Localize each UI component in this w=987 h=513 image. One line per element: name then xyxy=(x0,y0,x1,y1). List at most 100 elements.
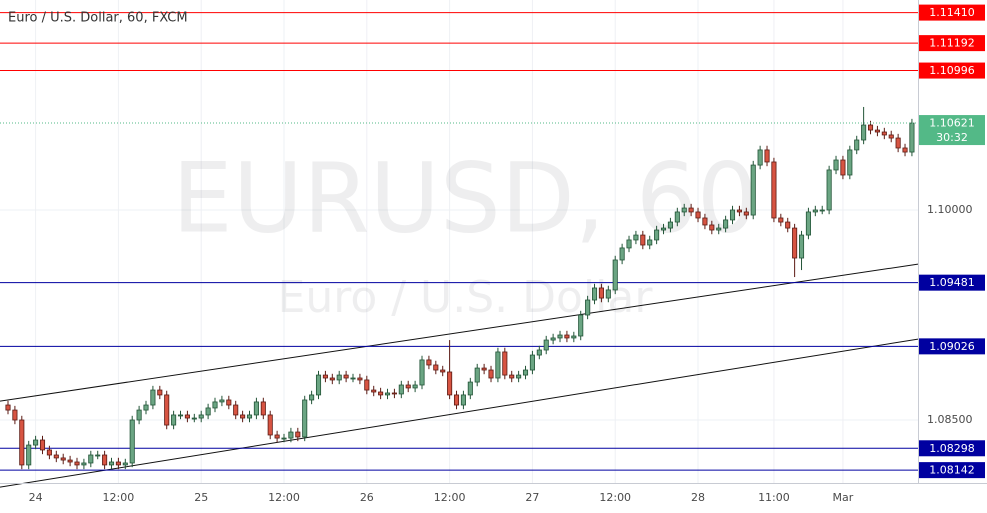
candle-body xyxy=(812,209,818,213)
candle-body xyxy=(288,431,294,439)
candle-body xyxy=(647,239,653,246)
candle-body xyxy=(819,209,825,212)
candle-body xyxy=(343,374,349,379)
candle-body xyxy=(157,389,163,396)
candle-body xyxy=(391,392,397,395)
chart-title: Euro / U.S. Dollar, 60, FXCM xyxy=(8,11,188,26)
candle-body xyxy=(798,234,805,259)
level-label: 1.10996 xyxy=(929,64,975,77)
last-price-box xyxy=(919,115,985,146)
x-tick-label: Mar xyxy=(833,491,854,504)
candle-body xyxy=(736,209,742,213)
candle-body xyxy=(495,351,501,379)
candle-body xyxy=(453,394,460,406)
candle-body xyxy=(253,401,259,416)
level-label: 1.08298 xyxy=(929,442,975,455)
candle-body xyxy=(260,401,266,416)
candle-body xyxy=(302,399,308,438)
x-tick-label: 24 xyxy=(29,491,43,504)
candle-body xyxy=(474,367,480,383)
candle-body xyxy=(219,399,225,403)
candle-body xyxy=(626,239,632,249)
candle-body xyxy=(364,379,370,391)
candle-body xyxy=(129,419,135,464)
level-label: 1.11192 xyxy=(929,37,975,50)
y-tick-label: 1.08500 xyxy=(927,413,973,426)
x-tick-label: 28 xyxy=(691,491,705,504)
candle-body xyxy=(909,122,915,153)
candle-body xyxy=(150,389,156,406)
candle-body xyxy=(198,414,204,419)
candle-body xyxy=(336,374,342,381)
last-price-label: 1.10621 xyxy=(929,117,975,130)
watermark: EURUSD, 60 xyxy=(172,142,758,254)
candle-body xyxy=(516,374,522,379)
candle-body xyxy=(184,414,190,419)
candle-body xyxy=(723,219,729,229)
x-tick-label: 12:00 xyxy=(268,491,300,504)
candle-body xyxy=(509,374,515,379)
candle-body xyxy=(433,364,439,371)
candle-body xyxy=(881,131,887,136)
level-label: 1.08142 xyxy=(929,464,975,477)
level-label-box xyxy=(919,440,985,457)
candle-body xyxy=(757,149,763,166)
candle-body xyxy=(460,394,466,406)
candle-body xyxy=(12,409,18,421)
candle-body xyxy=(240,414,246,419)
candle-body xyxy=(246,414,253,419)
candle-body xyxy=(902,147,908,153)
candle-body xyxy=(53,454,59,459)
candle-body xyxy=(550,337,556,341)
candle-body xyxy=(371,389,377,393)
trendline xyxy=(0,263,919,402)
candle-body xyxy=(350,377,356,380)
candle-body xyxy=(578,314,584,337)
x-tick-label: 25 xyxy=(194,491,208,504)
candle-body xyxy=(778,217,784,223)
level-label-box xyxy=(919,338,985,355)
candle-body xyxy=(46,449,52,456)
candle-body xyxy=(295,431,301,438)
candle-body xyxy=(488,369,494,379)
candle-body xyxy=(122,462,128,466)
watermark-subtitle: Euro / U.S. Dollar xyxy=(278,272,654,323)
candle-body xyxy=(874,129,880,133)
candle-body xyxy=(115,461,121,466)
candle-body xyxy=(205,407,211,416)
grid xyxy=(0,0,918,483)
candle-body xyxy=(19,419,25,466)
candle-body xyxy=(329,377,335,381)
candle-body xyxy=(60,457,66,461)
countdown-label: 30:32 xyxy=(936,131,968,144)
candle-body xyxy=(171,414,177,426)
candle-body xyxy=(771,161,777,219)
candle-body xyxy=(792,227,798,259)
candle-body xyxy=(729,209,736,221)
candle-body xyxy=(612,259,618,291)
candle-body xyxy=(536,349,542,356)
level-label-box xyxy=(919,35,985,52)
candle-body xyxy=(108,461,115,466)
candle-body xyxy=(398,384,404,395)
candle-body xyxy=(274,434,280,439)
candle-body xyxy=(177,414,184,417)
candle-body xyxy=(750,164,756,216)
candle-body xyxy=(522,369,529,376)
candle-body xyxy=(557,334,563,339)
level-label-box xyxy=(919,274,985,291)
candle-body xyxy=(716,227,722,231)
candle-body xyxy=(67,459,73,463)
candle-body xyxy=(322,374,328,379)
candle-body xyxy=(309,394,315,401)
candle-body xyxy=(74,461,80,466)
candle-body xyxy=(543,339,549,351)
candle-body xyxy=(695,211,701,219)
candle-body xyxy=(688,207,694,213)
candle-body xyxy=(136,409,142,421)
candle-body xyxy=(585,299,591,316)
candle-body xyxy=(861,124,867,141)
candle-body xyxy=(619,247,625,261)
candle-body xyxy=(384,392,391,396)
candle-body xyxy=(660,227,667,231)
